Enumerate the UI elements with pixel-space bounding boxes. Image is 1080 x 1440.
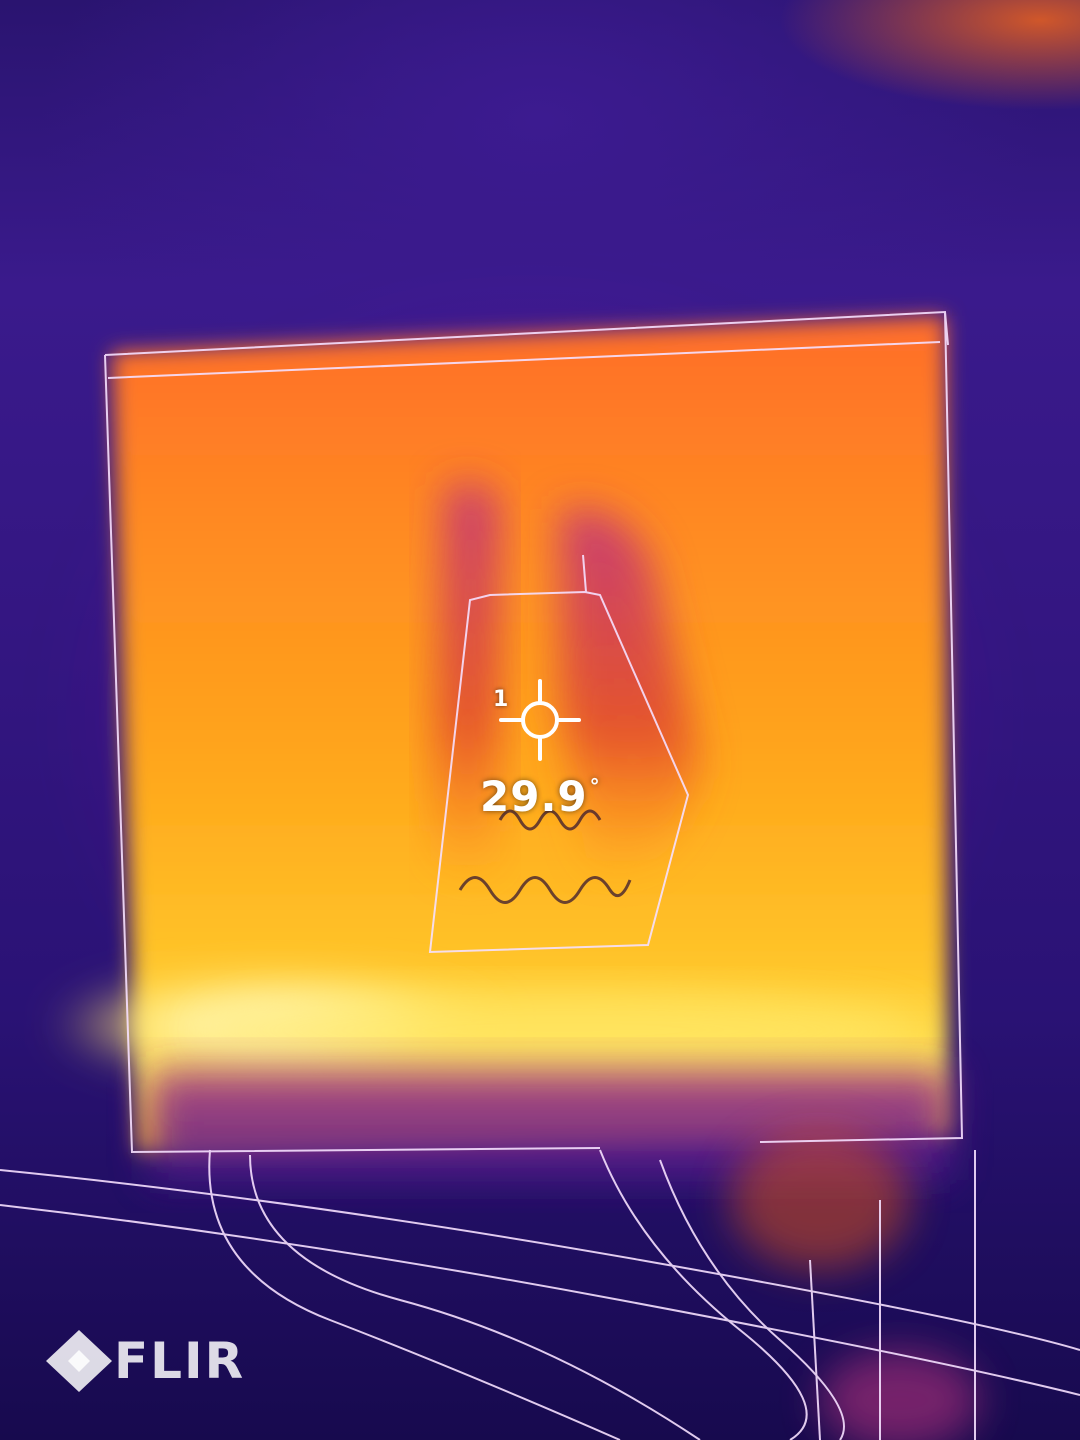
- cool-streak-right: [560, 508, 700, 880]
- cable-edge-4: [249, 1154, 701, 1440]
- warm-spot-bottom: [820, 1350, 980, 1440]
- panel-left-edge: [104, 354, 601, 1154]
- temperature-value: 29.9: [480, 772, 588, 821]
- hot-band: [200, 990, 920, 1070]
- cable-edge-6: [659, 1159, 845, 1440]
- panel-top-lip: [107, 341, 941, 379]
- warm-spot-lower-right: [730, 1130, 910, 1270]
- spot-index: 1: [493, 687, 509, 712]
- label-tab: [582, 554, 587, 593]
- flir-diamond-icon: [46, 1330, 112, 1392]
- flir-logo-text: FLIR: [114, 1332, 246, 1390]
- panel-right-edge: [759, 311, 964, 1143]
- handwriting-line-2: [458, 876, 632, 904]
- cable-edge-1: [0, 1169, 1080, 1351]
- handwriting-line-1: [498, 809, 602, 831]
- cable-edge-5: [599, 1149, 808, 1440]
- temperature-unit: °: [589, 774, 601, 798]
- edge-outlines: [0, 310, 1080, 1440]
- temperature-readout: 29.9 °: [480, 772, 601, 821]
- flir-logo: FLIR: [44, 1328, 245, 1394]
- cable-edge-7: [809, 1259, 821, 1440]
- crosshair-icon: [499, 679, 581, 761]
- cool-streak-left: [430, 482, 500, 887]
- cable-edge-3: [208, 1149, 621, 1440]
- label-handwriting: [458, 809, 632, 904]
- label-outline: [428, 590, 690, 954]
- cable-edge-2: [0, 1204, 1080, 1396]
